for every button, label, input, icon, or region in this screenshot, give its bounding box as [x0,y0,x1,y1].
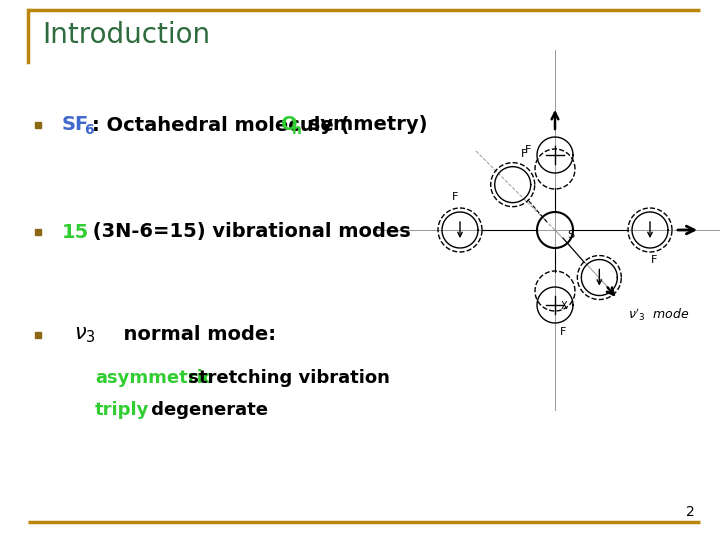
Text: F: F [521,148,527,159]
Text: O: O [281,116,297,134]
Text: degenerate: degenerate [145,401,268,419]
Text: : Octahedral molecule (: : Octahedral molecule ( [92,116,349,134]
Text: $\nu_3$: $\nu_3$ [74,325,96,345]
Text: symmetry): symmetry) [302,116,428,134]
Text: asymmetric: asymmetric [95,369,213,387]
Text: F: F [525,145,531,155]
Text: triply: triply [95,401,149,419]
Text: S: S [567,230,574,240]
Text: 2: 2 [686,505,695,519]
Text: stretching vibration: stretching vibration [182,369,390,387]
Text: normal mode:: normal mode: [110,326,276,345]
Text: h: h [292,123,302,137]
Text: Introduction: Introduction [42,21,210,49]
Text: X: X [561,301,567,310]
Text: F: F [452,192,458,202]
Text: $\nu'_3$  mode: $\nu'_3$ mode [628,307,689,323]
Text: 15: 15 [62,222,89,241]
Text: F: F [560,327,567,337]
Text: 6: 6 [84,123,94,137]
Text: (3N-6=15) vibrational modes: (3N-6=15) vibrational modes [86,222,410,241]
Text: F: F [651,255,657,265]
Text: SF: SF [62,116,89,134]
